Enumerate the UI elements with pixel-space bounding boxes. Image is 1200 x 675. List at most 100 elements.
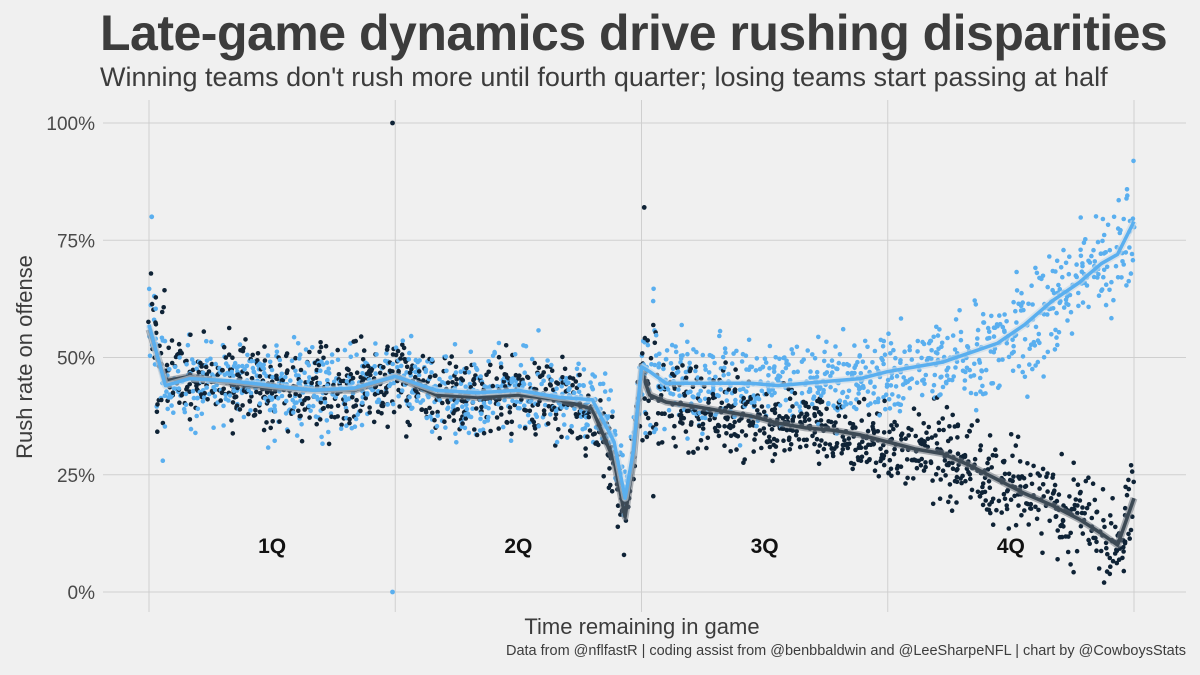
scatter-point xyxy=(975,336,980,341)
scatter-point xyxy=(793,432,799,438)
scatter-point xyxy=(251,369,256,374)
scatter-point xyxy=(521,382,527,387)
scatter-point xyxy=(1051,290,1057,296)
scatter-point xyxy=(474,406,479,411)
scatter-point xyxy=(244,371,250,377)
scatter-point xyxy=(498,405,504,411)
scatter-point xyxy=(466,430,472,436)
scatter-point xyxy=(164,362,170,368)
scatter-point xyxy=(241,414,247,420)
scatter-point xyxy=(554,439,560,445)
scatter-point xyxy=(318,368,323,374)
scatter-point xyxy=(1121,545,1126,550)
scatter-point xyxy=(169,403,174,408)
scatter-point xyxy=(754,356,760,361)
scatter-point xyxy=(326,366,332,372)
scatter-point xyxy=(360,357,366,362)
scatter-point xyxy=(652,340,658,346)
scatter-point xyxy=(317,417,323,422)
scatter-point xyxy=(361,376,367,381)
scatter-point xyxy=(801,357,806,362)
scatter-point xyxy=(391,409,397,415)
scatter-point xyxy=(1083,478,1089,484)
scatter-point xyxy=(726,387,731,392)
scatter-point xyxy=(702,363,708,369)
scatter-point xyxy=(522,425,528,431)
scatter-point xyxy=(201,329,207,334)
scatter-point xyxy=(948,494,953,499)
scatter-point xyxy=(191,395,197,401)
scatter-point xyxy=(932,372,938,378)
scatter-point xyxy=(1052,347,1058,352)
scatter-point xyxy=(297,352,303,358)
scatter-point xyxy=(191,360,196,366)
scatter-point xyxy=(1017,459,1023,464)
scatter-point xyxy=(899,437,904,442)
scatter-point xyxy=(810,433,815,439)
scatter-point xyxy=(987,335,992,341)
scatter-point xyxy=(1094,509,1100,515)
scatter-point xyxy=(1111,214,1117,220)
scatter-point xyxy=(662,426,667,432)
scatter-point xyxy=(486,414,491,420)
scatter-point xyxy=(321,355,326,361)
scatter-point xyxy=(930,478,935,483)
scatter-point xyxy=(1122,539,1128,545)
scatter-point xyxy=(936,465,941,471)
scatter-point xyxy=(188,402,194,407)
scatter-point xyxy=(787,396,793,402)
scatter-point xyxy=(814,436,820,442)
scatter-point xyxy=(652,362,658,368)
scatter-point xyxy=(985,460,990,466)
scatter-point xyxy=(379,411,384,416)
scatter-point xyxy=(911,406,917,412)
scatter-point xyxy=(299,422,304,427)
scatter-point xyxy=(1000,357,1005,362)
scatter-point xyxy=(643,411,649,417)
scatter-point xyxy=(562,366,568,372)
scatter-point xyxy=(468,349,474,355)
scatter-point xyxy=(872,468,878,474)
scatter-point xyxy=(978,443,984,448)
scatter-point xyxy=(733,367,738,372)
scatter-point xyxy=(777,356,782,362)
scatter-point xyxy=(737,443,743,448)
scatter-point xyxy=(1065,318,1070,323)
scatter-point xyxy=(381,365,386,370)
scatter-point xyxy=(1089,253,1094,259)
scatter-point xyxy=(322,396,328,402)
scatter-point xyxy=(948,436,954,441)
scatter-point xyxy=(243,337,248,342)
scatter-point xyxy=(237,342,243,347)
scatter-point xyxy=(702,415,708,421)
scatter-point xyxy=(975,418,980,424)
scatter-point xyxy=(1056,329,1062,335)
scatter-point xyxy=(445,380,451,386)
scatter-point xyxy=(620,452,625,458)
scatter-point xyxy=(1019,290,1024,296)
quarter-labels: 1Q 2Q 3Q 4Q xyxy=(258,535,1025,558)
scatter-point xyxy=(319,396,324,402)
scatter-point xyxy=(881,462,887,468)
scatter-point xyxy=(834,441,840,446)
scatter-point xyxy=(230,355,235,361)
scatter-point xyxy=(347,416,352,422)
scatter-point xyxy=(488,428,493,434)
scatter-point xyxy=(1054,310,1059,316)
scatter-point xyxy=(898,358,903,363)
scatter-point xyxy=(1045,312,1050,317)
scatter-point xyxy=(871,391,876,396)
scatter-point xyxy=(893,384,899,389)
scatter-point xyxy=(407,394,412,400)
scatter-point xyxy=(169,360,175,366)
scatter-point xyxy=(975,327,981,333)
scatter-point xyxy=(1101,518,1106,523)
scatter-point xyxy=(1004,340,1010,346)
scatter-point xyxy=(1071,506,1077,512)
scatter-point xyxy=(1047,254,1052,259)
scatter-point xyxy=(1000,324,1006,330)
scatter-point xyxy=(328,404,334,409)
scatter-point xyxy=(160,458,166,464)
scatter-point xyxy=(1050,472,1056,478)
scatter-point xyxy=(486,405,491,411)
